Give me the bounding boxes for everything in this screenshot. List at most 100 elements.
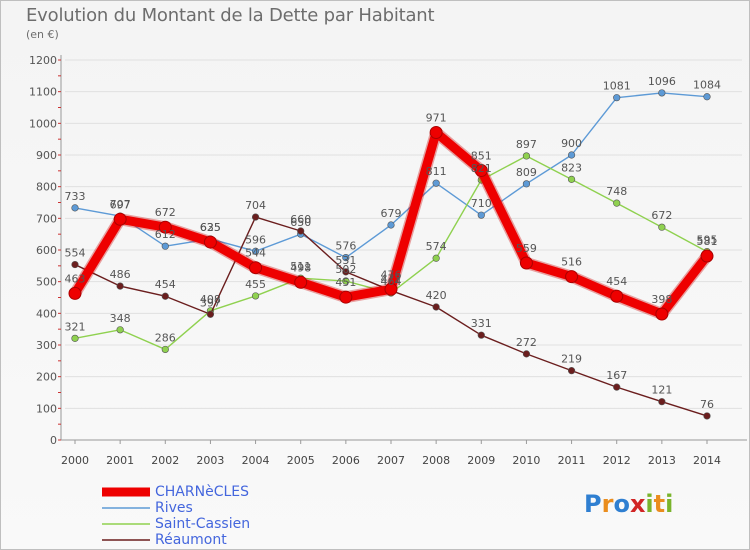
data-point-r-aumont [432, 303, 440, 311]
data-label-rives: 650 [290, 216, 311, 229]
y-tick-label: 200 [36, 371, 57, 384]
data-label-saint-cassien: 672 [651, 209, 672, 222]
data-label-saint-cassien: 823 [561, 161, 582, 174]
legend-label-rives: Rives [155, 500, 193, 516]
data-label-rives: 596 [245, 233, 266, 246]
data-label-saint-cassien: 408 [200, 293, 221, 306]
data-point-charn-cles [158, 220, 172, 234]
data-point-charn-cles [655, 307, 669, 321]
data-point-saint-cassien [658, 223, 666, 231]
data-point-charn-cles [203, 235, 217, 249]
data-point-rives [251, 247, 260, 255]
data-label-charn-cles: 851 [471, 150, 492, 163]
data-label-charn-cles: 581 [697, 235, 718, 248]
x-tick-label: 2010 [512, 454, 540, 467]
data-label-r-aumont: 397 [200, 296, 221, 309]
data-label-charn-cles: 559 [516, 242, 537, 255]
y-tick-label: 1200 [29, 54, 57, 67]
data-point-charn-cles [519, 256, 533, 270]
data-point-r-aumont [703, 412, 711, 420]
x-tick-label: 2004 [242, 454, 270, 467]
y-tick-label: 300 [36, 339, 57, 352]
data-label-rives: 811 [426, 165, 447, 178]
data-label-rives: 707 [110, 198, 131, 211]
legend-label-saint-cassien: Saint-Cassien [155, 516, 251, 532]
data-label-rives: 733 [65, 190, 86, 203]
y-tick-label: 700 [36, 212, 57, 225]
data-point-charn-cles [384, 282, 398, 296]
data-point-rives [567, 151, 576, 159]
proxiti-logo: Proxiti [584, 490, 674, 518]
data-label-rives: 1081 [603, 80, 631, 93]
y-tick-label: 100 [36, 402, 57, 415]
data-point-saint-cassien [251, 292, 260, 300]
data-point-r-aumont [522, 350, 531, 358]
data-point-r-aumont [71, 260, 79, 269]
data-label-saint-cassien: 897 [516, 138, 537, 151]
data-point-charn-cles [113, 212, 127, 226]
data-point-r-aumont [342, 268, 350, 276]
legend-label-reaumont: Réaumont [155, 532, 227, 548]
data-point-rives [613, 94, 621, 102]
y-tick-label: 400 [36, 307, 57, 320]
data-label-charn-cles: 498 [290, 261, 311, 274]
data-label-saint-cassien: 286 [155, 331, 176, 344]
data-label-r-aumont: 531 [335, 254, 356, 267]
x-tick-label: 2011 [558, 454, 586, 467]
x-tick-label: 2014 [693, 454, 721, 467]
data-label-charn-cles: 398 [651, 293, 672, 306]
y-tick-label: 600 [36, 244, 57, 257]
data-point-charn-cles [429, 126, 443, 140]
data-point-saint-cassien [342, 277, 350, 285]
y-tick-label: 1100 [29, 86, 57, 99]
data-label-r-aumont: 472 [381, 273, 402, 286]
data-point-r-aumont [477, 331, 485, 339]
data-point-rives [71, 204, 79, 212]
data-point-charn-cles [700, 249, 714, 263]
data-point-charn-cles [565, 270, 579, 284]
data-point-r-aumont [251, 213, 260, 221]
data-point-charn-cles [474, 164, 488, 178]
data-point-saint-cassien [71, 334, 79, 342]
data-label-rives: 710 [471, 197, 492, 210]
data-label-r-aumont: 331 [471, 317, 492, 330]
data-label-r-aumont: 76 [700, 398, 714, 411]
data-point-saint-cassien [567, 175, 576, 183]
data-label-charn-cles: 463 [65, 272, 86, 285]
y-tick-label: 900 [36, 149, 57, 162]
data-label-r-aumont: 454 [155, 278, 176, 291]
data-point-rives [342, 254, 350, 262]
data-label-r-aumont: 121 [651, 384, 672, 397]
data-point-saint-cassien [116, 326, 124, 334]
data-point-charn-cles [294, 275, 308, 289]
y-tick-label: 0 [50, 434, 57, 447]
data-point-r-aumont [206, 310, 215, 318]
data-label-charn-cles: 971 [426, 112, 447, 125]
y-tick-label: 500 [36, 276, 57, 289]
data-label-saint-cassien: 464 [381, 275, 402, 288]
data-label-r-aumont: 554 [65, 247, 86, 260]
y-tick-label: 800 [36, 181, 57, 194]
data-point-rives [161, 242, 169, 250]
data-label-charn-cles: 672 [155, 206, 176, 219]
data-label-rives: 1084 [693, 79, 721, 92]
data-point-rives [477, 211, 485, 219]
data-label-rives: 900 [561, 137, 582, 150]
x-tick-label: 2013 [648, 454, 676, 467]
data-label-r-aumont: 486 [110, 268, 131, 281]
data-label-charn-cles: 451 [335, 276, 356, 289]
data-point-rives [658, 89, 666, 97]
data-label-r-aumont: 704 [245, 199, 266, 212]
data-point-rives [387, 221, 395, 229]
x-tick-label: 2001 [106, 454, 134, 467]
data-point-charn-cles [68, 286, 82, 300]
data-label-r-aumont: 167 [606, 369, 627, 382]
data-label-rives: 612 [155, 228, 176, 241]
data-label-saint-cassien: 455 [245, 278, 266, 291]
data-point-r-aumont [658, 398, 666, 406]
legend-label-charnecles: CHARNèCLES [155, 484, 250, 500]
data-point-r-aumont [613, 383, 621, 391]
x-tick-label: 2012 [603, 454, 631, 467]
data-point-saint-cassien [432, 254, 440, 262]
